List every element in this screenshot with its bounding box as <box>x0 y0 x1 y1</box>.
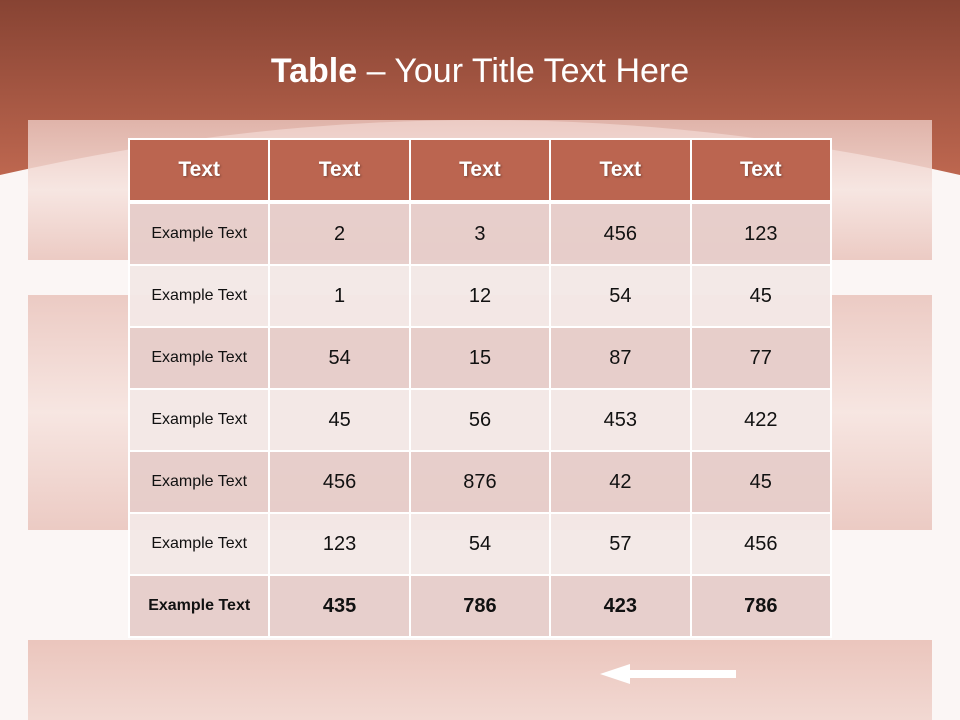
table-row: Example Text 456 876 42 45 <box>127 450 833 514</box>
title-bold: Table <box>270 52 358 90</box>
column-header: Text <box>408 138 552 204</box>
decorative-vessel <box>28 640 932 720</box>
row-label: Example Text <box>127 201 271 266</box>
table-cell: 12 <box>408 264 552 328</box>
table-cell: 786 <box>408 574 552 638</box>
table-cell: 456 <box>268 450 411 514</box>
row-label: Example Text <box>127 450 271 514</box>
row-label: Example Text <box>127 574 271 638</box>
table-row: Example Text 435 786 423 786 <box>127 574 833 638</box>
table-cell: 57 <box>549 512 692 576</box>
table-cell: 422 <box>689 388 833 452</box>
table-cell: 1 <box>268 264 411 328</box>
table-cell: 87 <box>549 326 692 390</box>
table-cell: 423 <box>549 574 692 638</box>
row-label: Example Text <box>127 326 271 390</box>
table-cell: 786 <box>689 574 833 638</box>
table-cell: 54 <box>408 512 552 576</box>
row-label: Example Text <box>127 388 271 452</box>
column-header: Text <box>689 138 833 204</box>
table-cell: 435 <box>268 574 411 638</box>
title-rest: – Your Title Text Here <box>357 52 690 90</box>
table-cell: 15 <box>408 326 552 390</box>
table-cell: 42 <box>549 450 692 514</box>
table-cell: 2 <box>268 201 411 266</box>
table-cell: 453 <box>549 388 692 452</box>
table-cell: 3 <box>408 201 552 266</box>
table-cell: 77 <box>689 326 833 390</box>
column-header: Text <box>268 138 411 204</box>
row-label: Example Text <box>127 264 271 328</box>
table-row: Example Text 1 12 54 45 <box>127 264 833 328</box>
table-row: Example Text 2 3 456 123 <box>127 201 833 266</box>
column-header: Text <box>127 138 271 204</box>
table-cell: 45 <box>268 388 411 452</box>
table-cell: 45 <box>689 264 833 328</box>
column-header: Text <box>549 138 692 204</box>
table-row: Example Text 45 56 453 422 <box>127 388 833 452</box>
table-cell: 456 <box>689 512 833 576</box>
table-cell: 456 <box>549 201 692 266</box>
header-row: Text Text Text Text Text <box>127 138 833 204</box>
arrow-left-icon <box>600 664 736 684</box>
table-cell: 45 <box>689 450 833 514</box>
table-row: Example Text 54 15 87 77 <box>127 326 833 390</box>
table-cell: 54 <box>268 326 411 390</box>
table-cell: 54 <box>549 264 692 328</box>
slide-title: Table – Your Title Text Here <box>0 52 960 91</box>
table-cell: 876 <box>408 450 552 514</box>
table-cell: 56 <box>408 388 552 452</box>
table-cell: 123 <box>268 512 411 576</box>
table-row: Example Text 123 54 57 456 <box>127 512 833 576</box>
table-cell: 123 <box>689 201 833 266</box>
data-table: Text Text Text Text Text Example Text 2 3 456 12… <box>127 138 833 638</box>
row-label: Example Text <box>127 512 271 576</box>
